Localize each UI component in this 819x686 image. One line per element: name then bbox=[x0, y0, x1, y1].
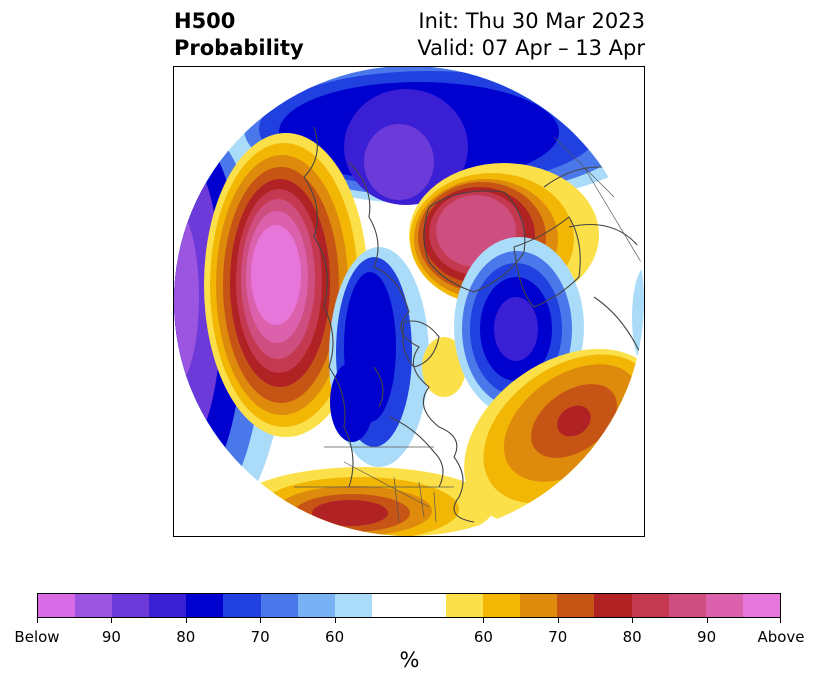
colorbar-tick-label: 80 bbox=[176, 628, 196, 646]
colorbar-segment bbox=[520, 594, 558, 617]
colorbar-tick-mark bbox=[111, 618, 113, 623]
colorbar-tick-mark bbox=[260, 618, 262, 623]
colorbar-segment bbox=[594, 594, 632, 617]
probability-map bbox=[174, 67, 644, 536]
variable-label: H500 bbox=[174, 9, 236, 33]
colorbar-segment bbox=[668, 594, 706, 617]
colorbar-segment bbox=[408, 594, 447, 617]
colorbar-tick-label: 90 bbox=[101, 628, 121, 646]
colorbar-tick-label: 60 bbox=[325, 628, 345, 646]
colorbar-tick-mark bbox=[185, 618, 187, 623]
colorbar-segment bbox=[223, 594, 261, 617]
colorbar-tick-mark bbox=[706, 618, 708, 623]
east-edge-below bbox=[632, 267, 644, 367]
colorbar-segment bbox=[557, 594, 595, 617]
hudson-bay-above-center bbox=[422, 337, 466, 397]
colorbar-segment bbox=[334, 594, 372, 617]
colorbar-segment bbox=[483, 594, 521, 617]
colorbar-unit: % bbox=[399, 648, 420, 672]
colorbar-segment bbox=[112, 594, 150, 617]
north-pacific-above-center bbox=[204, 133, 368, 437]
canada-below-center bbox=[329, 247, 429, 467]
colorbar-segment bbox=[371, 594, 409, 617]
colorbar-tick-mark bbox=[334, 618, 336, 623]
colorbar-tick-mark bbox=[780, 618, 781, 623]
colorbar-tick-label: 70 bbox=[548, 628, 568, 646]
colorbar-segment bbox=[742, 594, 780, 617]
colorbar-segment bbox=[75, 594, 113, 617]
colorbar-tick-mark bbox=[557, 618, 559, 623]
colorbar-segment bbox=[38, 594, 76, 617]
colorbar-tick-label: Below bbox=[14, 628, 60, 646]
map-frame bbox=[173, 66, 645, 537]
colorbar-ticks: Below 90 80 70 60 60 70 80 90 Above bbox=[14, 618, 805, 646]
colorbar-tick-mark bbox=[632, 618, 634, 623]
colorbar-tick-label: Above bbox=[757, 628, 805, 646]
colorbar-tick-label: 90 bbox=[697, 628, 717, 646]
colorbar-segment bbox=[260, 594, 298, 617]
colorbar-tick-mark bbox=[483, 618, 485, 623]
valid-date-label: Valid: 07 Apr – 13 Apr bbox=[417, 36, 645, 60]
colorbar-tick-label: 60 bbox=[473, 628, 493, 646]
init-date-label: Init: Thu 30 Mar 2023 bbox=[418, 9, 645, 33]
colorbar bbox=[37, 593, 781, 618]
colorbar-segment bbox=[297, 594, 335, 617]
colorbar-segment bbox=[186, 594, 224, 617]
colorbar-tick-label: 80 bbox=[622, 628, 642, 646]
colorbar-segment bbox=[631, 594, 669, 617]
colorbar-segment bbox=[446, 594, 484, 617]
chart-title-right: Init: Thu 30 Mar 2023 Valid: 07 Apr – 13… bbox=[417, 8, 645, 62]
product-label: Probability bbox=[174, 36, 304, 60]
colorbar-tick-mark bbox=[37, 618, 38, 623]
coastlines bbox=[303, 126, 643, 523]
colorbar-tick-label: 70 bbox=[250, 628, 270, 646]
chart-title-left: H500 Probability bbox=[174, 8, 304, 62]
colorbar-segment bbox=[149, 594, 187, 617]
colorbar-segment bbox=[705, 594, 743, 617]
